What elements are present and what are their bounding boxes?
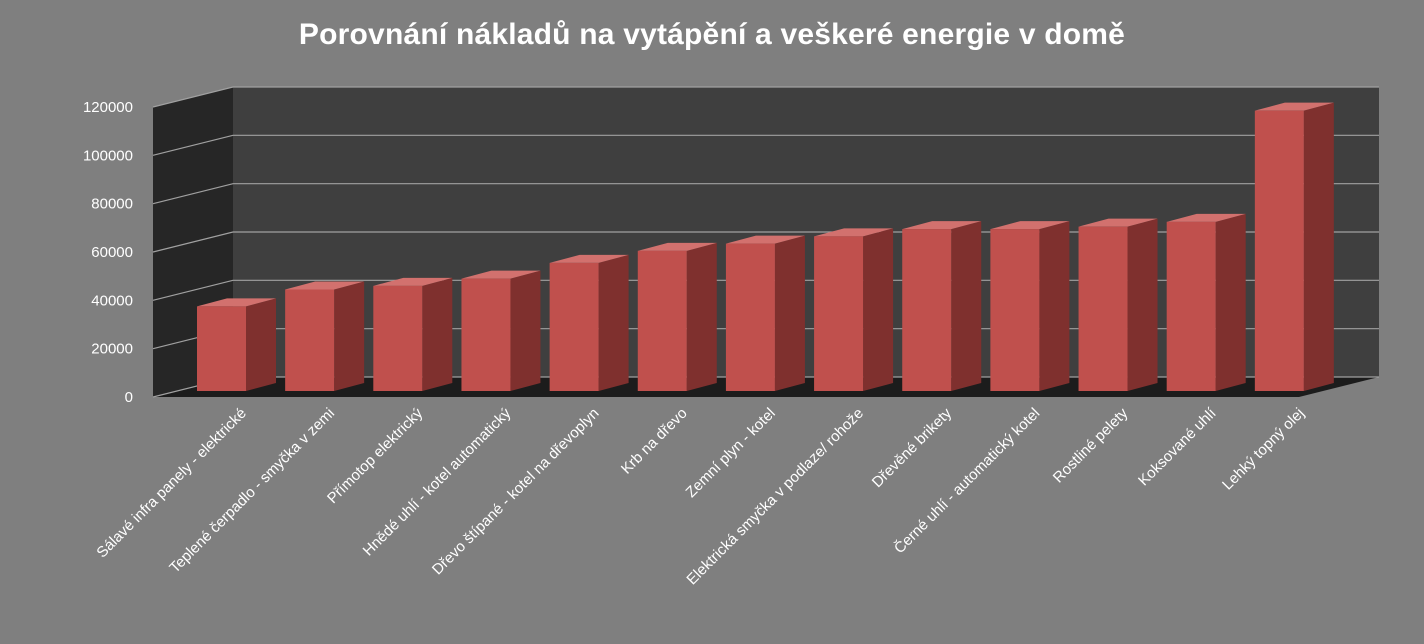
bar-top <box>197 298 276 307</box>
x-tick-label: Koksované uhlí <box>1135 404 1220 489</box>
y-tick-label: 120000 <box>83 99 133 116</box>
x-tick-label: Lehký topný olej <box>1219 405 1308 494</box>
bar-top <box>1078 218 1158 227</box>
chart-title: Porovnání nákladů na vytápění a veškeré … <box>298 18 1126 51</box>
x-tick-label: Černé uhlí - automatický kotel <box>891 405 1043 557</box>
x-tick-label: Přímotop elektrický <box>324 404 427 507</box>
x-tick-label: Rostliné pelety <box>1050 404 1132 486</box>
bar-top <box>461 270 541 279</box>
bar <box>197 306 246 391</box>
bar-top <box>637 242 717 251</box>
x-tick-label: Dřevo štípané - kotel na dřevoplyn <box>429 405 603 579</box>
bar <box>549 262 599 391</box>
bar <box>1166 221 1216 391</box>
bar-top <box>549 254 629 263</box>
bar-top <box>285 281 365 290</box>
bar-side <box>334 281 365 391</box>
bar <box>1078 226 1128 391</box>
bar <box>725 243 775 391</box>
gridline <box>152 134 1379 156</box>
gridline <box>152 86 1379 108</box>
bar-side <box>774 235 805 391</box>
y-tick-label: 20000 <box>91 341 133 358</box>
bar-side <box>1039 221 1070 391</box>
bar <box>373 285 423 391</box>
y-tick-label: 40000 <box>91 292 133 309</box>
bar <box>637 250 687 391</box>
bar-top <box>1254 102 1334 111</box>
bar-top <box>814 228 894 237</box>
bar-top <box>1166 213 1246 222</box>
bar-side <box>1303 102 1334 392</box>
bar <box>461 278 511 391</box>
x-tick-label: Zemní plyn - kotel <box>683 405 779 501</box>
y-tick-label: 80000 <box>91 196 133 213</box>
bar-top <box>990 221 1070 230</box>
bar-top <box>725 235 805 244</box>
bar-side <box>422 277 453 391</box>
bar <box>285 289 335 391</box>
bar-side <box>951 221 982 391</box>
bar-side <box>510 270 541 391</box>
bar <box>814 236 864 391</box>
bar-top <box>373 277 453 286</box>
bar-side <box>686 242 717 391</box>
bar-side <box>863 228 894 391</box>
x-tick-label: Sálavé infra panely - elektrické <box>93 405 249 561</box>
bar <box>902 229 952 391</box>
y-tick-label: 60000 <box>91 244 133 261</box>
gridline <box>152 183 1379 205</box>
x-tick-label: Krb na dřevo <box>618 405 691 478</box>
x-tick-label: Dřevěné brikety <box>869 404 956 491</box>
x-tick-label: Elektrická smyčka v podlaze/ rohože <box>683 405 867 589</box>
x-tick-label: Hnědé uhlí - kotel automatický <box>360 404 515 559</box>
x-tick-label: Teplené čerpadlo - smyčka v zemi <box>166 405 338 577</box>
bar-side <box>246 298 276 391</box>
bar <box>990 229 1040 391</box>
bar-side <box>1215 213 1246 391</box>
y-tick-label: 0 <box>125 389 133 406</box>
bar <box>1254 110 1304 392</box>
y-tick-label: 100000 <box>83 147 133 164</box>
bar-side <box>1127 218 1158 391</box>
bar-top <box>902 221 982 230</box>
bar-side <box>598 254 629 391</box>
